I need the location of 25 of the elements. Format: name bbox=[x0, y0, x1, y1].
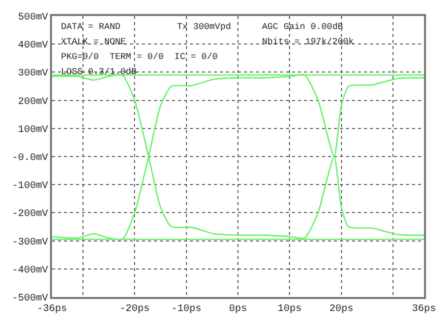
y-tick-label: -200mV bbox=[12, 209, 48, 220]
annotation: Tx 300mVpd bbox=[177, 22, 232, 32]
y-tick-label: 400mV bbox=[18, 40, 48, 52]
annotation: Nbits = 197k/200k bbox=[262, 37, 354, 47]
y-tick-label: 200mV bbox=[18, 96, 48, 108]
x-tick-label: 0ps bbox=[228, 304, 248, 315]
annotation: AGC Gain 0.00dB bbox=[262, 22, 344, 32]
x-tick-label: 36ps bbox=[412, 304, 436, 315]
y-tick-label: 500mV bbox=[18, 12, 48, 24]
annotation: LOSS 0.3/1.0dB bbox=[61, 67, 138, 77]
annotation: PKG=0/0 TERM = 0/0 IC = 0/0 bbox=[61, 52, 218, 62]
x-tick-label: 10ps bbox=[278, 304, 302, 315]
y-tick-label: 300mV bbox=[18, 68, 48, 80]
x-tick-label: -20ps bbox=[120, 304, 150, 315]
x-tick-label: 20ps bbox=[329, 304, 354, 315]
annotation: XTALK = NONE bbox=[61, 37, 126, 47]
x-tick-label: -10ps bbox=[171, 304, 202, 315]
y-tick-label: -100mV bbox=[12, 181, 48, 192]
y-tick-label: -400mV bbox=[12, 265, 48, 276]
y-tick-label: 100mV bbox=[18, 124, 48, 136]
annotation: DATA = RAND bbox=[61, 22, 120, 32]
y-tick-label: -500mV bbox=[12, 294, 48, 304]
y-tick-label: -0.0mV bbox=[12, 153, 48, 164]
y-tick-label: -300mV bbox=[12, 237, 48, 248]
x-tick-label: -36ps bbox=[36, 304, 68, 315]
